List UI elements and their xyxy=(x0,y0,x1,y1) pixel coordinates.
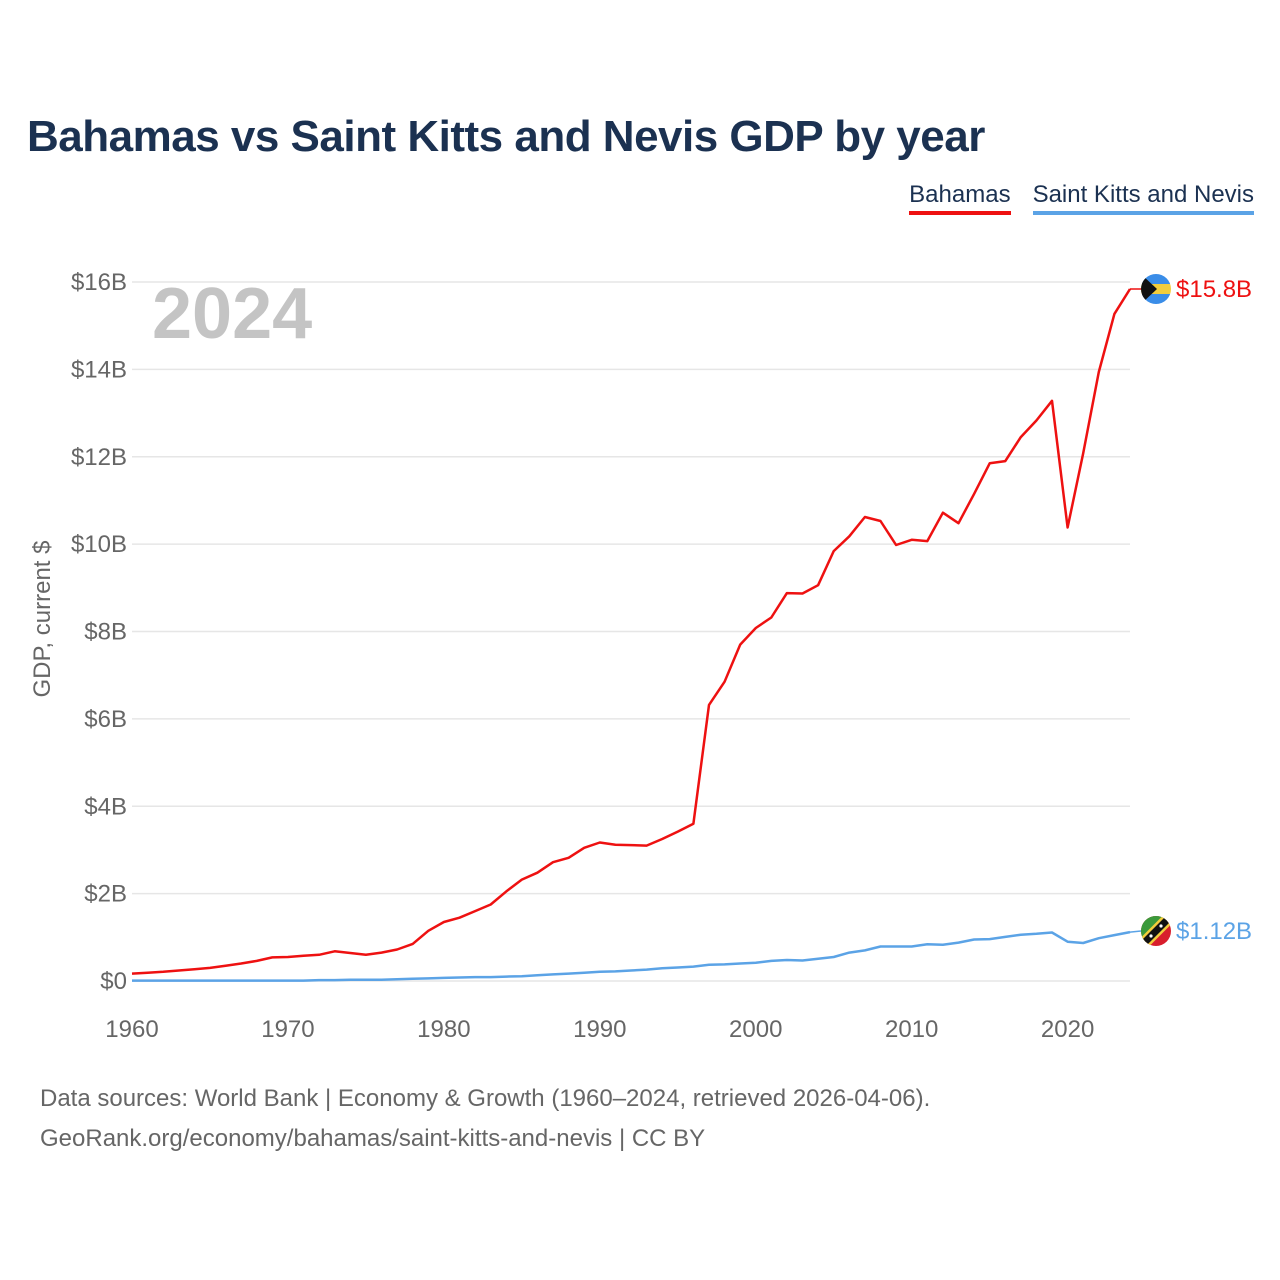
y-tick-label: $16B xyxy=(71,269,127,296)
x-tick-label: 2020 xyxy=(1041,1016,1094,1043)
y-tick-label: $6B xyxy=(84,706,127,733)
x-tick-label: 1990 xyxy=(573,1016,626,1043)
x-axis-ticks: 1960 1970 1980 1990 2000 2010 2020 xyxy=(105,1016,1094,1043)
x-tick-label: 2000 xyxy=(729,1016,782,1043)
y-tick-label: $12B xyxy=(71,444,127,471)
series-line-saint-kitts-and-nevis[interactable] xyxy=(132,930,1131,982)
end-connector xyxy=(1129,930,1142,933)
x-tick-label: 1960 xyxy=(105,1016,158,1043)
y-axis-ticks: $0 $2B $4B $6B $8B $10B $12B $14B $16B xyxy=(71,269,127,995)
x-tick-label: 1970 xyxy=(261,1016,314,1043)
gridlines xyxy=(132,281,1130,982)
bahamas-flag-icon xyxy=(1141,274,1171,304)
y-tick-label: $10B xyxy=(71,531,127,558)
legend: Bahamas Saint Kitts and Nevis xyxy=(909,181,1254,215)
legend-item-bahamas[interactable]: Bahamas xyxy=(909,181,1011,215)
y-tick-label: $8B xyxy=(84,619,127,646)
legend-item-saint-kitts-and-nevis[interactable]: Saint Kitts and Nevis xyxy=(1032,181,1254,215)
year-watermark: 2024 xyxy=(152,274,312,354)
source-url[interactable]: GeoRank.org/economy/bahamas/saint-kitts-… xyxy=(40,1125,706,1152)
end-label-saint-kitts-and-nevis: $1.12B xyxy=(1176,918,1252,945)
saint-kitts-and-nevis-flag-icon xyxy=(1141,916,1171,946)
x-tick-label: 1980 xyxy=(417,1016,470,1043)
x-tick-label: 2010 xyxy=(885,1016,938,1043)
series-lines xyxy=(131,288,1142,982)
y-tick-label: $4B xyxy=(84,793,127,820)
y-tick-label: $0 xyxy=(100,968,127,995)
y-tick-label: $2B xyxy=(84,881,127,908)
end-label-bahamas: $15.8B xyxy=(1176,276,1252,303)
source-note: Data sources: World Bank | Economy & Gro… xyxy=(40,1085,931,1112)
y-axis-label: GDP, current $ xyxy=(29,541,56,698)
y-tick-label: $14B xyxy=(71,356,127,383)
chart-title: Bahamas vs Saint Kitts and Nevis GDP by … xyxy=(27,112,985,161)
series-line-bahamas[interactable] xyxy=(131,288,1132,975)
